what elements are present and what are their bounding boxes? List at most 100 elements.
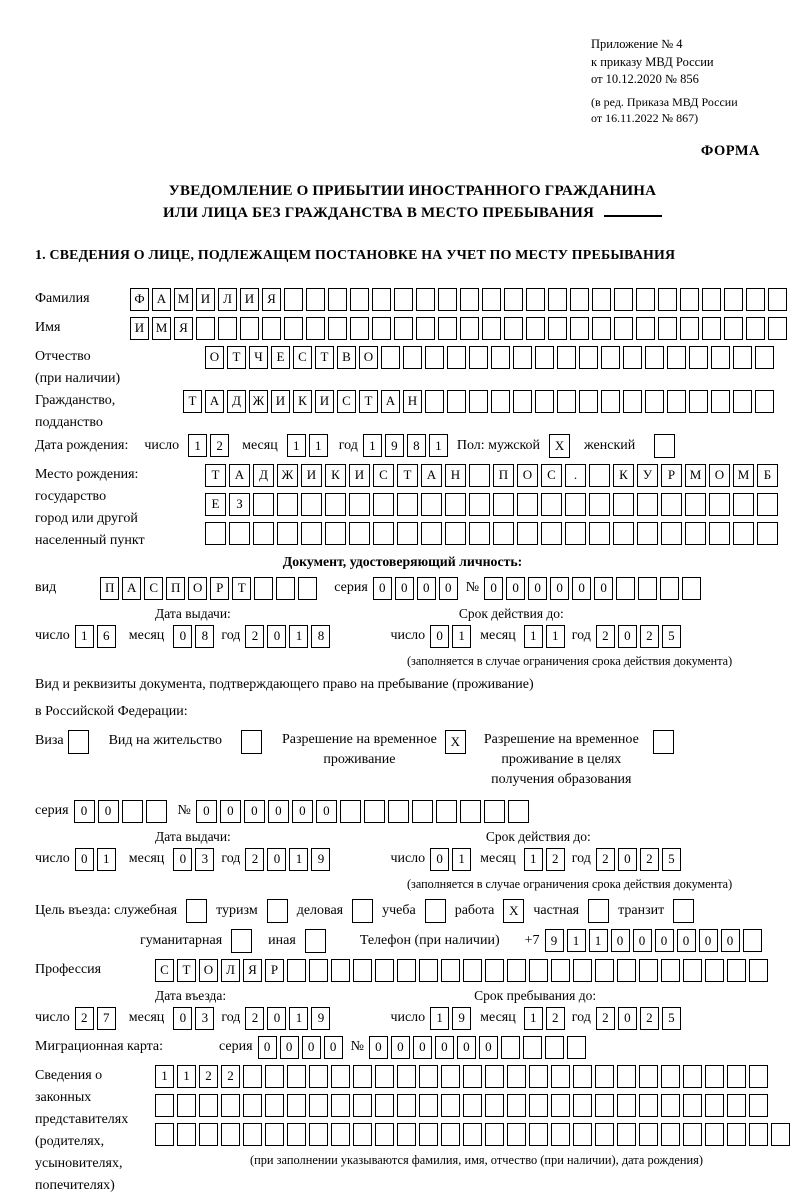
amendment-reference: (в ред. Приказа МВД России от 16.11.2022… xyxy=(591,94,776,127)
form-cell xyxy=(493,521,514,545)
form-cell: 0 xyxy=(506,576,526,600)
form-cell xyxy=(595,1093,614,1117)
form-cell xyxy=(460,316,479,340)
form-cell: 9 xyxy=(311,1006,331,1030)
form-cell xyxy=(349,492,370,516)
form-cell xyxy=(595,958,614,982)
form-cell xyxy=(309,1093,328,1117)
appendix-line-3: от 10.12.2020 № 856 xyxy=(591,72,699,86)
form-cell xyxy=(705,1093,724,1117)
form-cell: 0 xyxy=(267,1006,287,1030)
form-cell xyxy=(548,316,567,340)
form-cell: 0 xyxy=(632,929,652,952)
form-cell xyxy=(711,345,730,369)
residence-permit-checkbox xyxy=(240,729,262,754)
form-cell: И xyxy=(240,287,259,311)
spacer xyxy=(231,829,486,830)
form-cell: Т xyxy=(397,463,418,487)
month-label: месяц xyxy=(242,437,278,453)
form-cell xyxy=(667,345,686,369)
form-cell xyxy=(768,316,787,340)
temp-residence-edu-checkbox xyxy=(652,729,674,754)
form-cell: 2 xyxy=(595,1006,615,1030)
form-cell xyxy=(306,316,325,340)
form-cell xyxy=(617,958,636,982)
form-cell xyxy=(397,958,416,982)
day-label: число xyxy=(390,851,426,866)
form-cell: 1 xyxy=(452,624,472,648)
form-cell: 0 xyxy=(323,1035,343,1059)
valid-until-caption: Срок действия до: xyxy=(485,828,591,844)
form-cell xyxy=(469,521,490,545)
form-cell: А xyxy=(229,463,250,487)
form-cell xyxy=(419,1064,438,1088)
purpose-phone-row: гуманитарная иная Телефон (при наличии) +7 9… xyxy=(35,928,790,953)
form-cell xyxy=(353,958,372,982)
temp-residence-edu-label: Разрешение на временное проживание в целя… xyxy=(483,731,639,787)
form-cell: 0 xyxy=(617,624,637,648)
form-cell xyxy=(579,345,598,369)
form-cell xyxy=(746,287,765,311)
form-cell xyxy=(403,345,422,369)
form-cell xyxy=(507,1122,526,1146)
form-cell xyxy=(325,492,346,516)
form-title-line-2-text: ИЛИ ЛИЦА БЕЗ ГРАЖДАНСТВА В МЕСТО ПРЕБЫВА… xyxy=(163,204,594,221)
year-label: год xyxy=(338,437,358,453)
form-cell xyxy=(205,521,226,545)
form-cell xyxy=(121,799,143,823)
form-cell: 1 xyxy=(74,624,94,648)
form-cell: 1 xyxy=(523,624,543,648)
form-cell xyxy=(469,492,490,516)
form-cell xyxy=(749,1093,768,1117)
form-cell: 1 xyxy=(289,624,309,648)
surname-label-line: Фамилия xyxy=(35,290,90,306)
form-cell: Е xyxy=(271,345,290,369)
form-cell: Н xyxy=(445,463,466,487)
permit-dates-captions: Дата выдачи: Срок действия до: xyxy=(35,829,790,845)
form-cell xyxy=(287,1122,306,1146)
form-cell xyxy=(375,1064,394,1088)
form-cell: 0 xyxy=(173,1006,193,1030)
form-cell xyxy=(218,316,237,340)
form-cell xyxy=(589,521,610,545)
form-cell xyxy=(372,287,391,311)
form-cell xyxy=(733,345,752,369)
form-cell xyxy=(513,345,532,369)
form-cell xyxy=(702,316,721,340)
form-cell: 1 xyxy=(523,1006,543,1030)
form-cell: 0 xyxy=(438,576,458,600)
form-cell: 0 xyxy=(173,624,193,648)
form-cell: А xyxy=(205,389,224,413)
legal-rep-row2-cells xyxy=(155,1093,771,1117)
form-cell xyxy=(639,1122,658,1146)
form-cell: 2 xyxy=(639,847,659,871)
form-cell: Б xyxy=(757,463,778,487)
form-cell xyxy=(441,1122,460,1146)
form-cell xyxy=(373,492,394,516)
form-cell xyxy=(613,492,634,516)
form-cell xyxy=(529,1122,548,1146)
sex-female-checkbox xyxy=(654,433,676,458)
form-cell xyxy=(551,1093,570,1117)
form-cell xyxy=(661,1064,680,1088)
form-cell: С xyxy=(155,958,174,982)
form-cell: 0 xyxy=(676,929,696,952)
purpose-official-label: Цель въезда: служебная xyxy=(35,902,178,918)
form-cell xyxy=(661,958,680,982)
form-cell: 2 xyxy=(639,624,659,648)
form-cell: 0 xyxy=(267,799,289,823)
form-cell: 1 xyxy=(308,434,328,457)
form-cell xyxy=(541,492,562,516)
form-cell xyxy=(507,958,526,982)
temp-residence-label: Разрешение на временное проживание xyxy=(281,731,437,767)
form-cell xyxy=(566,1035,586,1059)
